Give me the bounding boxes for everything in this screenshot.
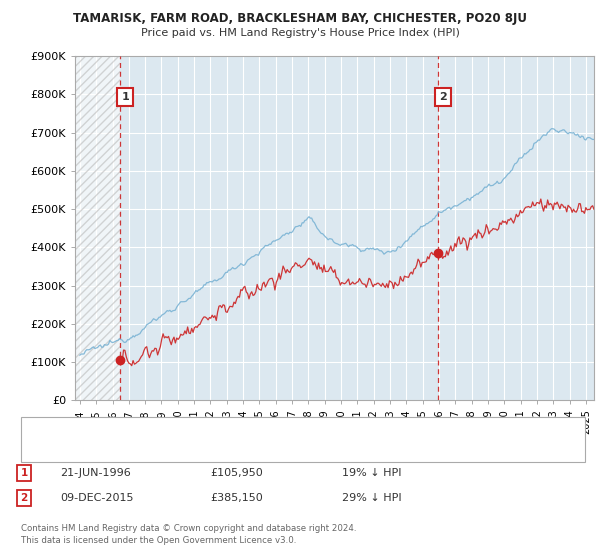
Text: Price paid vs. HM Land Registry's House Price Index (HPI): Price paid vs. HM Land Registry's House … <box>140 28 460 38</box>
Text: This data is licensed under the Open Government Licence v3.0.: This data is licensed under the Open Gov… <box>21 536 296 545</box>
Text: £385,150: £385,150 <box>210 493 263 503</box>
Text: 21-JUN-1996: 21-JUN-1996 <box>60 468 131 478</box>
Text: 2: 2 <box>439 92 447 102</box>
Text: TAMARISK, FARM ROAD, BRACKLESHAM BAY, CHICHESTER, PO20 8JU: TAMARISK, FARM ROAD, BRACKLESHAM BAY, CH… <box>73 12 527 25</box>
Text: HPI: Average price, detached house, Chichester: HPI: Average price, detached house, Chic… <box>69 441 285 450</box>
Text: £105,950: £105,950 <box>210 468 263 478</box>
Text: 2: 2 <box>20 493 28 503</box>
Text: Contains HM Land Registry data © Crown copyright and database right 2024.: Contains HM Land Registry data © Crown c… <box>21 524 356 533</box>
Text: 1: 1 <box>20 468 28 478</box>
Text: 09-DEC-2015: 09-DEC-2015 <box>60 493 133 503</box>
Text: 29% ↓ HPI: 29% ↓ HPI <box>342 493 401 503</box>
Text: 19% ↓ HPI: 19% ↓ HPI <box>342 468 401 478</box>
Text: TAMARISK, FARM ROAD, BRACKLESHAM BAY, CHICHESTER, PO20 8JU (detached house): TAMARISK, FARM ROAD, BRACKLESHAM BAY, CH… <box>69 426 458 435</box>
Bar <box>75 56 120 400</box>
Text: 1: 1 <box>121 92 129 102</box>
